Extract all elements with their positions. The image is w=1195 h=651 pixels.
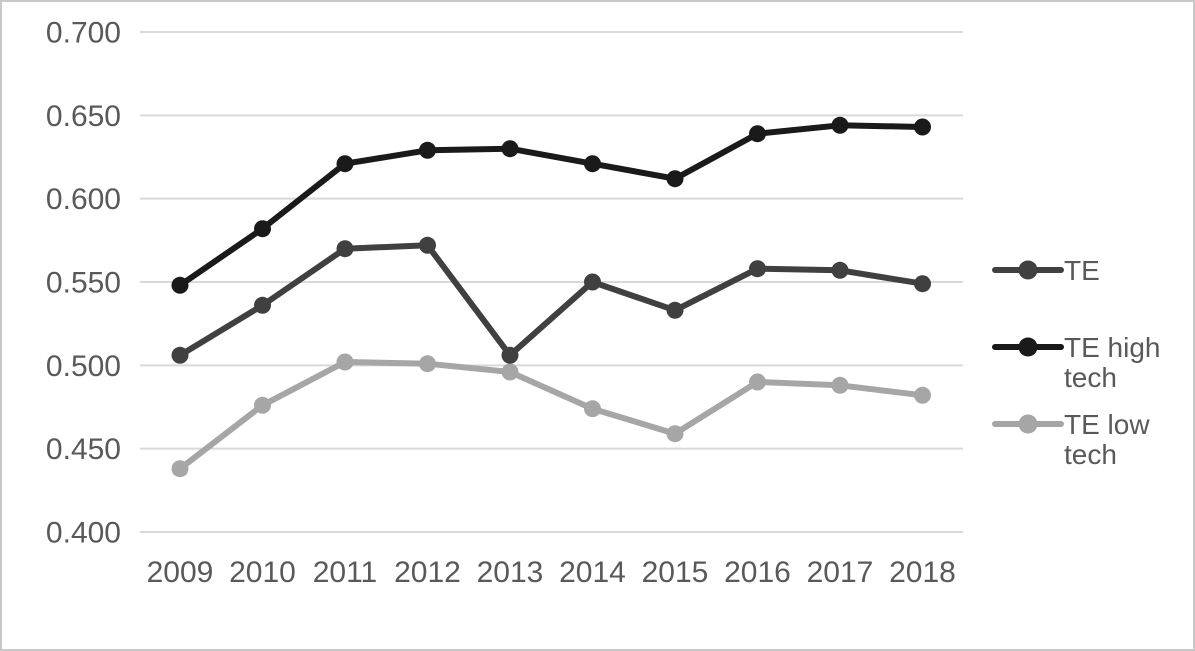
data-point-marker xyxy=(254,220,271,238)
data-point-marker xyxy=(584,400,601,418)
y-axis-labels-group: 0.400 0.450 0.500 0.550 0.600 0.650 0.700 xyxy=(46,17,121,550)
data-point-marker xyxy=(336,353,354,371)
legend-item-te: TE xyxy=(992,255,1100,286)
data-point-marker xyxy=(171,460,189,478)
legend-marker xyxy=(1018,260,1038,280)
legend-label: TE low tech xyxy=(1064,409,1150,470)
data-point-marker xyxy=(501,346,519,364)
series-te xyxy=(171,236,931,364)
x-axis-label: 2014 xyxy=(559,556,626,589)
data-point-marker xyxy=(831,376,849,394)
y-axis-label: 0.450 xyxy=(46,433,121,466)
data-point-marker xyxy=(666,170,684,188)
y-axis-label: 0.700 xyxy=(46,17,121,50)
legend-group: TE TE high tech TE low tech xyxy=(992,255,1161,470)
legend-label: TE xyxy=(1064,255,1100,286)
x-axis-label: 2017 xyxy=(807,556,874,589)
gridlines-group xyxy=(140,31,963,533)
data-point-marker xyxy=(914,386,931,404)
x-axis-label: 2009 xyxy=(147,556,214,589)
data-point-marker xyxy=(419,355,436,373)
series-line-te-high-tech xyxy=(177,122,926,289)
x-axis-label: 2010 xyxy=(229,556,296,589)
data-point-marker xyxy=(666,301,684,319)
y-axis-label: 0.500 xyxy=(46,350,121,383)
data-point-marker xyxy=(831,116,849,134)
data-point-marker xyxy=(914,275,931,293)
data-point-marker xyxy=(419,141,436,159)
data-point-marker xyxy=(336,155,354,173)
data-point-marker xyxy=(336,240,354,258)
data-point-marker xyxy=(914,118,931,136)
x-axis-label: 2013 xyxy=(477,556,544,589)
y-axis-label: 0.600 xyxy=(46,183,121,216)
data-point-marker xyxy=(501,363,519,381)
x-axis-label: 2018 xyxy=(889,556,956,589)
data-point-marker xyxy=(584,155,601,173)
x-axis-label: 2012 xyxy=(394,556,461,589)
y-axis-label: 0.400 xyxy=(46,517,121,550)
series-line-te-low-tech xyxy=(177,359,926,472)
y-axis-label: 0.550 xyxy=(46,267,121,300)
y-axis-label: 0.650 xyxy=(46,100,121,133)
data-point-marker xyxy=(749,125,766,143)
x-axis-labels-group: 2009 2010 2011 2012 2013 2014 2015 2016 2017 2018 xyxy=(147,556,956,589)
data-point-marker xyxy=(501,140,519,158)
legend-label: TE high tech xyxy=(1064,332,1161,393)
legend-item-te-high-tech: TE high tech xyxy=(992,332,1161,393)
x-axis-label: 2016 xyxy=(724,556,791,589)
data-point-marker xyxy=(584,273,601,291)
series-line-te xyxy=(177,242,926,359)
series-group xyxy=(171,116,931,478)
x-axis-label: 2011 xyxy=(313,556,378,589)
data-point-marker xyxy=(171,276,189,294)
data-point-marker xyxy=(831,261,849,279)
x-axis-label: 2015 xyxy=(642,556,709,589)
series-te-low-tech xyxy=(171,353,931,478)
legend-item-te-low-tech: TE low tech xyxy=(992,409,1150,470)
legend-marker xyxy=(1018,337,1038,357)
data-point-marker xyxy=(666,425,684,443)
legend-marker xyxy=(1018,414,1038,434)
data-point-marker xyxy=(749,260,766,278)
data-point-marker xyxy=(254,296,271,314)
data-point-marker xyxy=(171,346,189,364)
data-point-marker xyxy=(254,396,271,414)
series-te-high-tech xyxy=(171,116,931,294)
data-point-marker xyxy=(749,373,766,391)
data-point-marker xyxy=(419,236,436,254)
